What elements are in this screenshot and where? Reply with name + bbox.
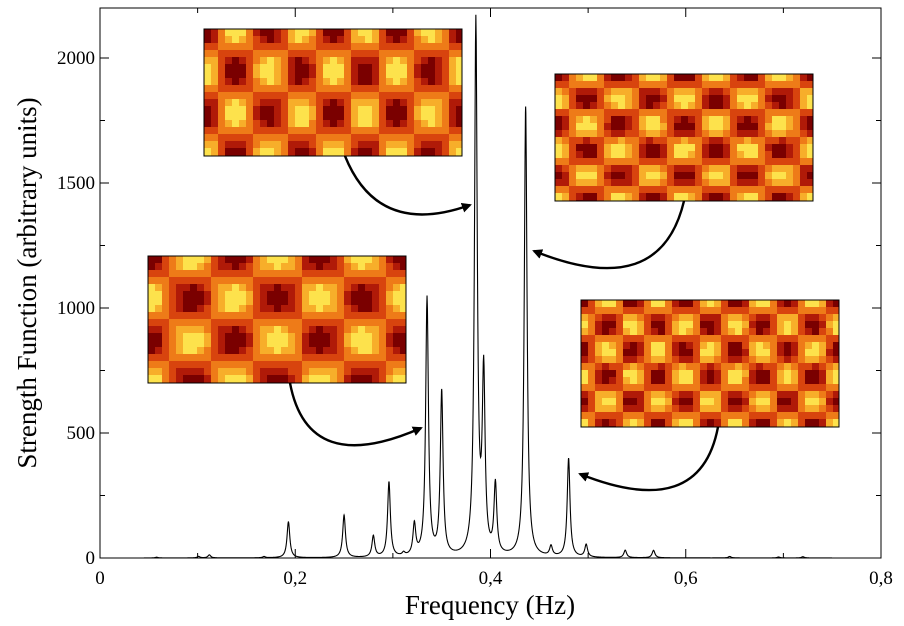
mode-pattern-inset	[147, 255, 423, 447]
y-tick-label: 1500	[57, 173, 95, 194]
pattern-arrow	[288, 382, 423, 447]
mode-pattern-insets	[147, 28, 840, 492]
pattern-arrow	[532, 200, 686, 270]
mode-pattern-inset	[578, 299, 840, 492]
mode-pattern-inset	[532, 73, 814, 270]
x-tick-label: 0,8	[869, 568, 893, 589]
strength-function-line	[143, 14, 832, 559]
x-tick-label: 0	[95, 568, 105, 589]
y-tick-label: 500	[67, 423, 96, 444]
x-axis-ticks: 0 0,2 0,4 0,6 0,8	[95, 8, 893, 589]
y-tick-label: 2000	[57, 48, 95, 69]
y-tick-label: 1000	[57, 298, 95, 319]
pattern-arrow	[578, 426, 720, 492]
y-axis-title: Strength Function (arbitrary units)	[12, 97, 42, 468]
x-tick-label: 0,2	[283, 568, 307, 589]
x-tick-label: 0,4	[479, 568, 503, 589]
x-axis-title: Frequency (Hz)	[405, 590, 575, 620]
y-axis-ticks: 0 500 1000 1500 2000	[57, 48, 881, 569]
x-tick-label: 0,6	[674, 568, 698, 589]
y-tick-label: 0	[86, 548, 96, 569]
mode-pattern-inset	[203, 28, 472, 216]
pattern-arrow	[343, 155, 472, 216]
